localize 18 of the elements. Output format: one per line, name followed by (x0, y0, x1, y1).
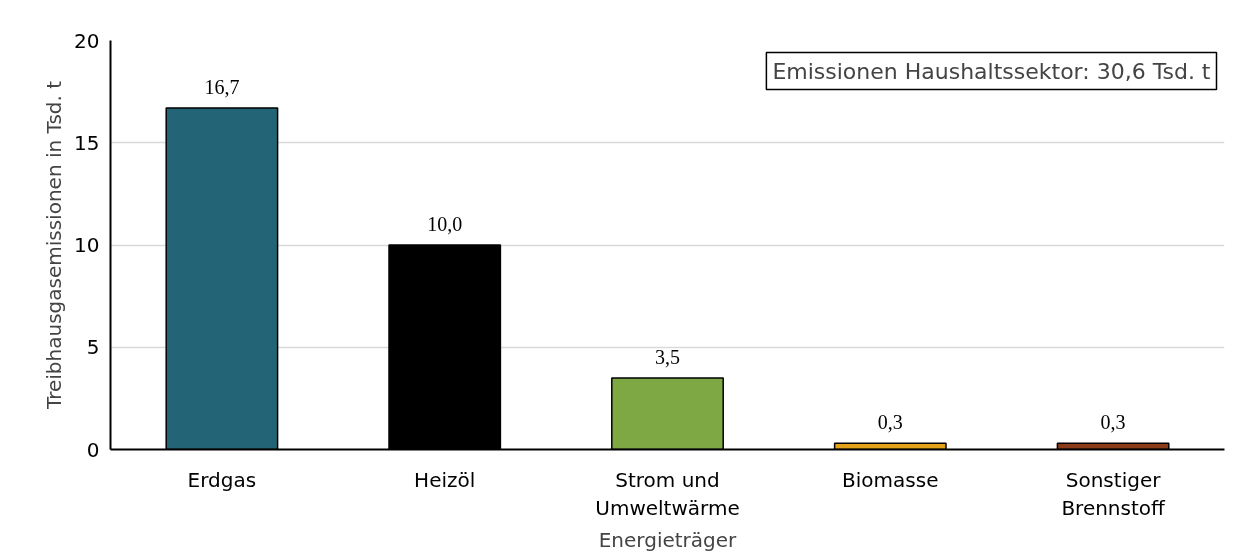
x-tick-label: Strom und Umweltwärme (595, 467, 740, 521)
y-tick-label: 10 (74, 233, 100, 257)
y-tick-label: 5 (86, 335, 100, 360)
x-tick-label: Sonstiger Brennstoff (1061, 467, 1167, 521)
y-tick-label: 20 (74, 28, 100, 53)
data-label: 3,5 (655, 345, 680, 368)
data-label: 0,3 (877, 411, 903, 434)
data-label: 16,7 (204, 75, 240, 98)
data-label: 0,3 (1100, 411, 1126, 434)
x-tick-label: Erdgas (187, 467, 257, 492)
x-tick-label: Biomasse (842, 467, 939, 492)
y-axis-title: Treibhausgasemissionen in Tsd. t (42, 80, 67, 411)
x-axis-title: Energieträger (598, 528, 738, 553)
x-tick-label: Heizöl (414, 467, 476, 492)
y-tick-label: 15 (74, 130, 100, 155)
data-label: 10,0 (427, 213, 463, 235)
annotation: Emissionen Haushaltssektor: 30,6 Tsd. t (772, 58, 1211, 84)
y-tick-label: 0 (86, 437, 100, 462)
